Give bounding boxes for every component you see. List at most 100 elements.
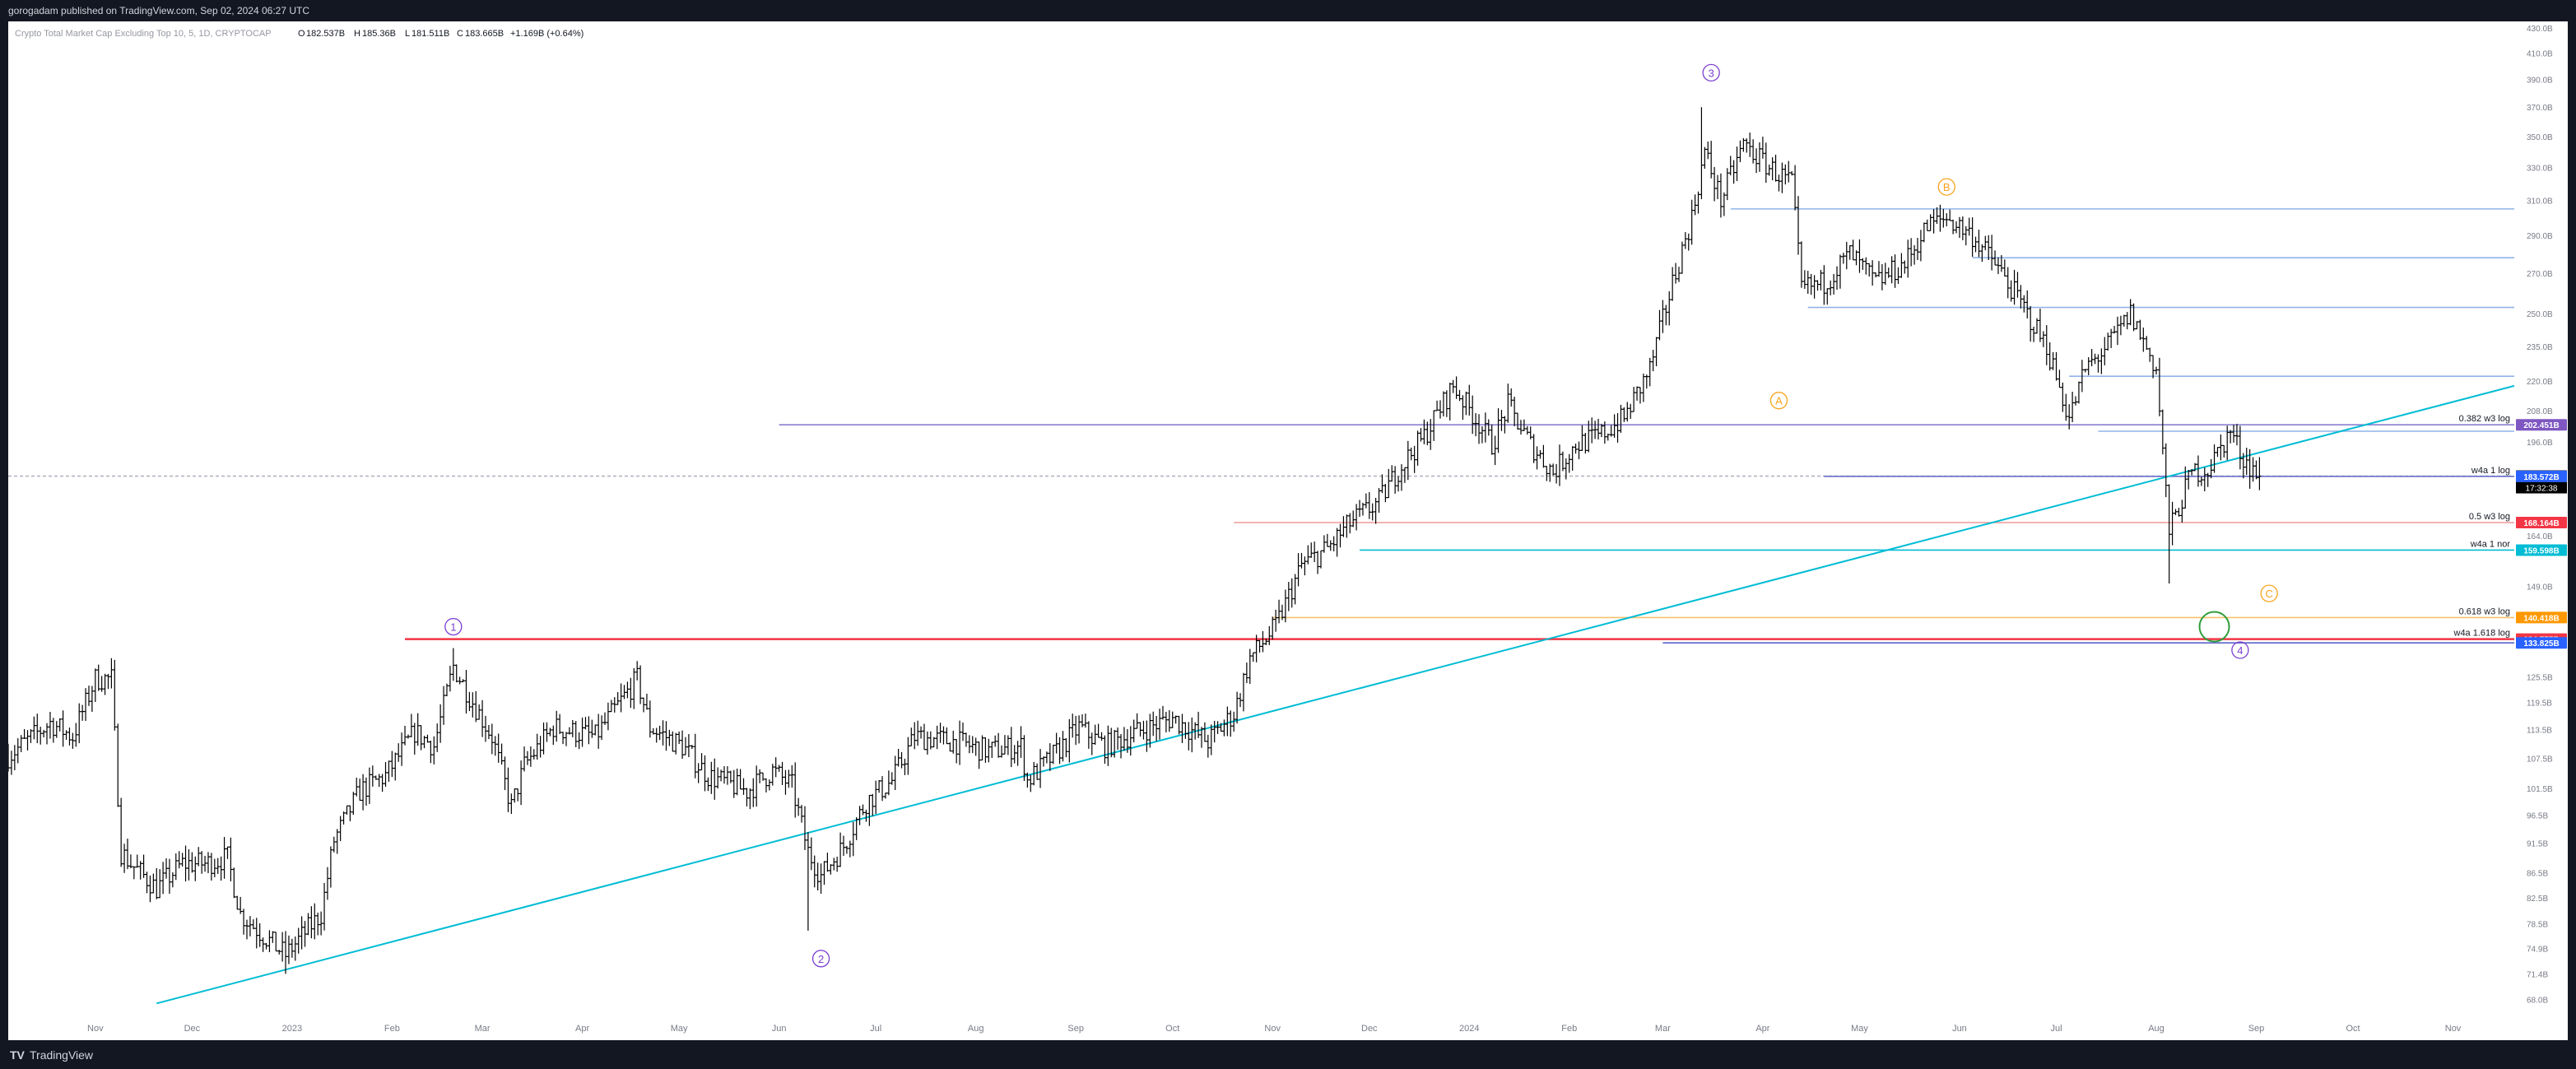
price-tag-label: 168.164B <box>2523 519 2559 528</box>
price-chart[interactable]: 0.382 w3 log w4a 1 log 0.5 w3 log w4a 1 nor… <box>7 21 2568 1040</box>
ohlc-bar <box>751 778 756 807</box>
x-tick-label: Aug <box>968 1024 984 1034</box>
ohlc-bar <box>1922 222 1926 243</box>
ohlc-bar <box>1480 426 1484 444</box>
ohlc-bar <box>2160 409 2164 455</box>
ohlc-bar <box>1693 194 1697 216</box>
ohlc-bar <box>300 916 304 950</box>
levels-layer: 0.382 w3 log w4a 1 log 0.5 w3 log w4a 1 nor… <box>8 208 2514 644</box>
ohlc-bar <box>900 751 904 769</box>
wave-label: A <box>1775 395 1783 407</box>
ohlc-bar <box>2257 457 2262 490</box>
ohlc-bar <box>374 775 378 780</box>
ohlc-bar <box>351 792 356 816</box>
publisher-bar: gorogadam published on TradingView.com, … <box>0 0 2576 21</box>
ohlc-bar <box>474 690 478 723</box>
ohlc-bar <box>577 732 581 750</box>
ohlc-bar <box>1419 428 1423 442</box>
wave-label-circle <box>1937 178 1955 196</box>
ohlc-bar <box>109 658 114 689</box>
ohlc-bar <box>1780 162 1784 193</box>
ohlc-bar <box>686 733 690 758</box>
ohlc-bar <box>812 855 816 888</box>
ohlc-bar <box>977 741 981 769</box>
ohlc-bar <box>835 857 839 872</box>
ohlc-bar <box>1071 713 1075 738</box>
ohlc-bar <box>77 703 81 744</box>
ohlc-bar <box>654 727 658 743</box>
ohlc-bar <box>1709 141 1713 179</box>
ohlc-bar <box>1454 376 1458 399</box>
ohlc-bar <box>1074 715 1078 746</box>
ohlc-bar <box>1145 720 1149 752</box>
ohlc-bar <box>1648 357 1652 387</box>
ohlc-bar <box>406 734 410 739</box>
ohlc-bar <box>206 852 210 874</box>
time-axis[interactable]: Nov Dec 2023 Feb Mar Apr May Jun Jul Aug Sep Oct Nov… <box>87 1024 2462 1034</box>
ohlc-bar <box>1664 304 1668 326</box>
ohlc-bar <box>732 769 736 798</box>
ohlc-bar <box>16 738 20 764</box>
ohlc-bar <box>132 866 136 880</box>
ohlc-bar <box>1416 430 1420 466</box>
ohlc-bar <box>1651 350 1655 372</box>
ohlc-bar <box>316 913 320 936</box>
ohlc-bar <box>993 735 997 747</box>
ohlc-bar <box>2029 305 2033 342</box>
tradingview-logo-icon[interactable]: TV <box>10 1048 25 1062</box>
y-tick-label: 113.5B <box>2527 727 2552 736</box>
ohlc-bar <box>590 719 594 738</box>
ohlc-bar <box>2216 447 2220 458</box>
ohlc-bar <box>1271 616 1275 640</box>
ohlc-bar <box>1190 717 1194 753</box>
ohlc-bar <box>216 858 220 874</box>
chart-frame[interactable]: 0.382 w3 log w4a 1 log 0.5 w3 log w4a 1 nor… <box>7 21 2568 1040</box>
ohlc-bar <box>1641 373 1645 402</box>
ohlc-bar <box>1718 173 1723 218</box>
ohlc-bar <box>967 735 971 754</box>
ohlc-bar <box>35 713 40 744</box>
ohlc-bar <box>2151 355 2155 379</box>
tradingview-brand[interactable]: TradingView <box>30 1048 94 1062</box>
price-axis[interactable]: 430.0B 410.0B 390.0B 370.0B 350.0B 330.0B 310.… <box>2516 25 2567 1006</box>
ohlc-bar <box>1587 421 1591 453</box>
ohlc-bar <box>1402 467 1407 483</box>
ohlc-bar <box>397 743 401 762</box>
ohlc-bar <box>2164 443 2168 498</box>
ohlc-bar <box>2135 321 2139 330</box>
ohlc-bar <box>1367 492 1371 519</box>
ohlc-bar <box>1680 241 1684 274</box>
legend-close-value: 183.665B <box>465 29 504 39</box>
ohlc-bar <box>1212 720 1216 743</box>
ohlc-bar <box>1200 727 1203 748</box>
ohlc-bar <box>523 746 527 772</box>
ohlc-bar <box>1035 763 1039 780</box>
legend-low-label: L <box>405 29 410 39</box>
ohlc-bar <box>184 845 188 882</box>
ohlc-bar <box>1632 387 1636 412</box>
ohlc-bar <box>1970 217 1974 258</box>
ohlc-bar <box>1067 718 1072 763</box>
ohlc-bar <box>1525 425 1529 435</box>
ohlc-bar <box>1583 433 1588 454</box>
ohlc-bar <box>548 727 552 737</box>
ohlc-bar <box>2177 508 2181 517</box>
ohlc-bar <box>555 710 559 742</box>
ohlc-bar <box>1490 424 1494 455</box>
ohlc-bar <box>2202 467 2206 492</box>
ohlc-bar <box>570 719 574 737</box>
trendline-layer <box>156 384 2515 1005</box>
ohlc-bar <box>1619 404 1623 433</box>
ohlc-bar <box>1797 196 1800 255</box>
y-tick-label: 82.5B <box>2527 895 2548 904</box>
x-tick-label: Dec <box>184 1024 201 1034</box>
ohlc-bar <box>1051 744 1055 765</box>
ohlc-bar <box>822 861 826 885</box>
ohlc-bar <box>1364 493 1368 509</box>
ohlc-bar <box>1706 142 1710 160</box>
ohlc-bar <box>1690 199 1694 245</box>
ohlc-bar <box>1296 553 1300 587</box>
ohlc-bar <box>1654 337 1658 367</box>
ohlc-bar <box>1216 721 1220 734</box>
ohlc-bar <box>842 835 845 856</box>
